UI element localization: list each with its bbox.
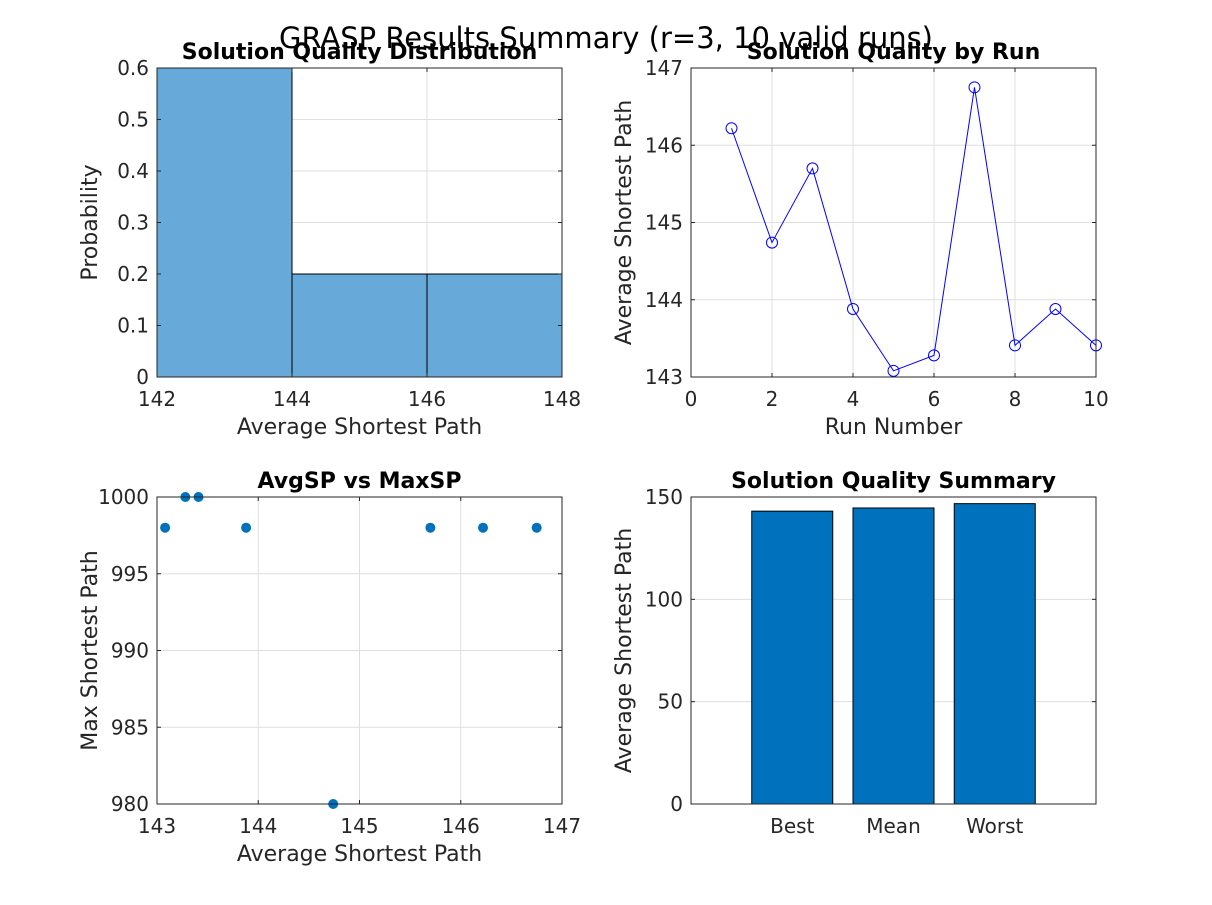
- y-tick-label: 144: [645, 288, 683, 312]
- y-tick-label: 0: [136, 365, 149, 389]
- y-tick-label: 143: [645, 365, 683, 389]
- x-tick-label: 144: [273, 387, 311, 411]
- y-tick-label: 985: [111, 715, 149, 739]
- scatter-point: [241, 522, 252, 533]
- category-label: Mean: [866, 814, 921, 838]
- panel-title: Solution Quality by Run: [747, 40, 1040, 65]
- x-axis-label: Average Shortest Path: [237, 842, 482, 867]
- y-tick-label: 145: [645, 211, 683, 235]
- x-tick-label: 145: [340, 814, 378, 838]
- panel-title: Solution Quality Distribution: [182, 40, 538, 65]
- x-tick-label: 147: [543, 814, 581, 838]
- x-tick-label: 146: [408, 387, 446, 411]
- x-tick-label: 148: [543, 387, 581, 411]
- x-tick-label: 6: [928, 387, 941, 411]
- category-label: Best: [770, 814, 814, 838]
- x-tick-label: 2: [766, 387, 779, 411]
- scatter-point: [531, 522, 542, 533]
- summary-bar: [852, 507, 935, 805]
- series-line: [731, 87, 1097, 372]
- x-tick-label: 4: [847, 387, 860, 411]
- y-tick-label: 1000: [98, 485, 149, 509]
- y-tick-label: 146: [645, 133, 683, 157]
- y-tick-label: 990: [111, 639, 149, 663]
- y-axis-label: Max Shortest Path: [78, 550, 103, 750]
- y-tick-label: 150: [645, 485, 683, 509]
- y-tick-label: 995: [111, 562, 149, 586]
- summary-bar: [751, 510, 834, 805]
- run-line-panel: 0 2 4 6 8 10 143 144 145 146 147 Run Number Average …: [612, 40, 1109, 440]
- x-tick-label: 8: [1009, 387, 1022, 411]
- y-axis-label: Average Shortest Path: [612, 528, 637, 773]
- x-tick-label: 0: [685, 387, 698, 411]
- x-axis-label: Run Number: [825, 415, 964, 440]
- y-axis-label: Average Shortest Path: [612, 100, 637, 345]
- x-tick-label: 146: [442, 814, 480, 838]
- summary-bar: [953, 503, 1036, 805]
- y-tick-label: 147: [645, 56, 683, 80]
- y-tick-label: 0.5: [117, 108, 149, 132]
- y-tick-label: 50: [658, 690, 683, 714]
- x-tick-label: 142: [138, 387, 176, 411]
- scatter-point: [478, 522, 489, 533]
- run-point: [1049, 303, 1062, 316]
- histogram-bar: [156, 67, 293, 378]
- run-point: [806, 162, 819, 175]
- figure-title: GRASP Results Summary (r=3, 10 valid run…: [279, 21, 933, 55]
- x-tick-label: 144: [239, 814, 277, 838]
- x-axis-label: Average Shortest Path: [237, 415, 482, 440]
- panel-title: Solution Quality Summary: [731, 469, 1056, 494]
- y-tick-label: 0.6: [117, 56, 149, 80]
- scatter-point: [160, 522, 171, 533]
- run-point: [928, 349, 940, 362]
- x-tick-label: 10: [1083, 387, 1108, 411]
- axes-frame: [690, 496, 1097, 805]
- summary-bar-panel: Best Mean Worst 0 50 100 150 Average Shortest P…: [612, 469, 1097, 838]
- run-point: [887, 364, 900, 377]
- y-tick-label: 100: [645, 587, 683, 611]
- run-point: [847, 303, 859, 316]
- run-point: [766, 236, 778, 249]
- category-label: Worst: [966, 814, 1023, 838]
- histogram-bar: [426, 273, 563, 378]
- scatter-point: [425, 522, 436, 533]
- y-tick-label: 0.4: [117, 159, 149, 183]
- y-axis-label: Probability: [78, 164, 103, 280]
- run-point: [1009, 339, 1021, 352]
- x-tick-label: 143: [138, 814, 176, 838]
- y-tick-label: 0.3: [117, 211, 149, 235]
- y-tick-label: 0.2: [117, 262, 149, 286]
- y-tick-label: 0: [670, 792, 683, 816]
- histogram-bar: [291, 273, 428, 378]
- y-tick-label: 980: [111, 792, 149, 816]
- panel-title: AvgSP vs MaxSP: [258, 469, 462, 494]
- run-point: [968, 81, 981, 94]
- run-point: [725, 122, 738, 135]
- y-tick-label: 0.1: [117, 314, 149, 338]
- scatter-panel: 143 144 145 146 147 980 985 990 995 1000 Average S…: [78, 469, 581, 867]
- histogram-panel: 142 144 146 148 0 0.1 0.2 0.3 0.4 0.5 0.6 Average S…: [78, 40, 581, 440]
